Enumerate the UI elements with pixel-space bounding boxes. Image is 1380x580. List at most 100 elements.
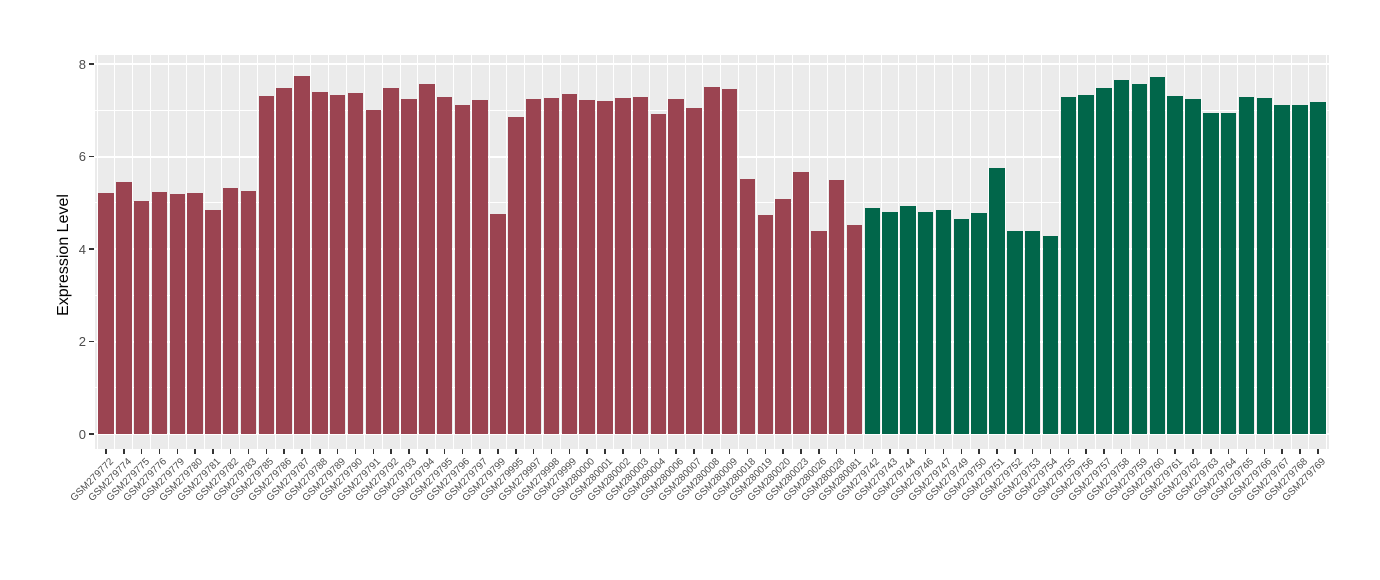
x-tick-mark xyxy=(853,449,856,454)
bar-GSM280001 xyxy=(597,101,613,434)
x-tick-mark xyxy=(408,449,410,454)
x-tick-mark xyxy=(1103,449,1105,454)
y-tick-mark xyxy=(89,340,94,343)
bar-GSM279782 xyxy=(222,188,239,434)
bar-GSM279794 xyxy=(419,84,435,434)
x-tick-mark xyxy=(1156,449,1159,454)
bar-GSM280020 xyxy=(775,199,791,434)
gridline-vertical xyxy=(363,55,365,449)
gridline-vertical xyxy=(1272,55,1274,449)
bar-GSM279775 xyxy=(133,201,150,434)
bar-GSM279763 xyxy=(1203,113,1219,434)
x-tick-mark xyxy=(229,449,232,454)
y-tick-label: 8 xyxy=(78,56,86,72)
gridline-vertical xyxy=(1094,55,1096,449)
y-tick-mark xyxy=(89,155,94,158)
bar-GSM279760 xyxy=(1149,76,1166,434)
x-tick-mark xyxy=(123,449,125,454)
x-tick-mark xyxy=(568,449,571,454)
gridline-vertical xyxy=(898,55,900,449)
gridline-vertical xyxy=(684,55,686,449)
bar-GSM280028 xyxy=(828,179,845,434)
y-tick-mark xyxy=(89,248,94,250)
gridline-vertical xyxy=(381,55,383,449)
bar-GSM279743 xyxy=(882,212,898,434)
bar-GSM279790 xyxy=(347,92,364,434)
bar-GSM279761 xyxy=(1167,96,1183,434)
x-tick-mark xyxy=(1192,449,1194,454)
gridline-vertical xyxy=(916,55,918,449)
gridline-vertical xyxy=(470,55,472,449)
x-tick-mark xyxy=(782,449,784,454)
x-tick-mark xyxy=(176,449,179,454)
gridline-vertical xyxy=(399,55,401,449)
gridline-vertical xyxy=(1058,55,1060,449)
gridline-vertical xyxy=(1219,55,1221,449)
x-tick-mark xyxy=(622,449,624,454)
plot-panel xyxy=(95,55,1329,449)
gridline-vertical xyxy=(167,55,169,449)
bar-GSM279792 xyxy=(383,87,399,434)
gridline-vertical xyxy=(809,55,811,449)
bar-GSM279774 xyxy=(116,181,132,434)
gridline-vertical xyxy=(1201,55,1203,449)
bar-GSM279779 xyxy=(169,193,186,434)
x-tick-mark xyxy=(835,449,838,454)
gridline-vertical xyxy=(773,55,775,449)
x-tick-mark xyxy=(426,449,428,454)
gridline-vertical xyxy=(666,55,668,449)
x-tick-mark xyxy=(1245,449,1248,454)
x-tick-mark xyxy=(497,449,499,454)
gridline-vertical xyxy=(755,55,757,449)
x-tick-mark xyxy=(871,449,873,454)
x-tick-mark xyxy=(1085,449,1087,454)
gridline-vertical xyxy=(435,55,437,449)
x-tick-mark xyxy=(675,449,677,454)
y-tick-label: 2 xyxy=(78,334,86,349)
x-tick-mark xyxy=(105,449,107,454)
x-tick-mark xyxy=(1049,449,1052,454)
gridline-vertical xyxy=(1076,55,1078,449)
bar-GSM279758 xyxy=(1113,79,1130,434)
x-tick-mark xyxy=(800,449,802,454)
x-tick-mark xyxy=(1263,449,1266,454)
bar-GSM279766 xyxy=(1256,97,1273,434)
gridline-vertical xyxy=(114,55,116,449)
x-tick-mark xyxy=(461,449,464,454)
x-tick-mark xyxy=(372,449,375,454)
x-tick-mark xyxy=(907,449,909,454)
gridline-vertical xyxy=(542,55,544,449)
gridline-vertical xyxy=(1237,55,1239,449)
x-tick-mark xyxy=(889,449,891,454)
gridline-vertical xyxy=(702,55,704,449)
x-tick-mark xyxy=(639,449,642,454)
x-tick-mark xyxy=(960,449,963,454)
bar-GSM279772 xyxy=(98,192,114,434)
gridline-vertical xyxy=(934,55,936,449)
bar-GSM280007 xyxy=(686,108,702,434)
gridline-vertical xyxy=(649,55,650,449)
bar-GSM279998 xyxy=(543,97,560,434)
x-tick-mark xyxy=(1299,449,1301,454)
gridline-vertical xyxy=(1147,55,1149,449)
x-tick-mark xyxy=(1174,449,1176,454)
gridline-vertical xyxy=(506,55,508,449)
bar-GSM279753 xyxy=(1024,231,1041,434)
bar-GSM280009 xyxy=(721,88,738,434)
bar-GSM280081 xyxy=(846,224,863,434)
gridline-vertical xyxy=(256,55,258,449)
bar-GSM280026 xyxy=(811,230,827,434)
gridline-vertical xyxy=(452,55,454,449)
x-tick-mark xyxy=(818,449,820,454)
x-tick-mark xyxy=(212,449,214,454)
x-tick-mark xyxy=(301,449,303,454)
bar-GSM279796 xyxy=(454,104,471,434)
bar-GSM279744 xyxy=(900,206,916,434)
bar-GSM279755 xyxy=(1060,97,1077,434)
gridline-vertical xyxy=(969,55,971,449)
x-tick-mark xyxy=(247,449,250,454)
gridline-vertical xyxy=(1165,55,1167,449)
gridline-vertical xyxy=(239,55,241,449)
bar-GSM279767 xyxy=(1274,104,1290,434)
